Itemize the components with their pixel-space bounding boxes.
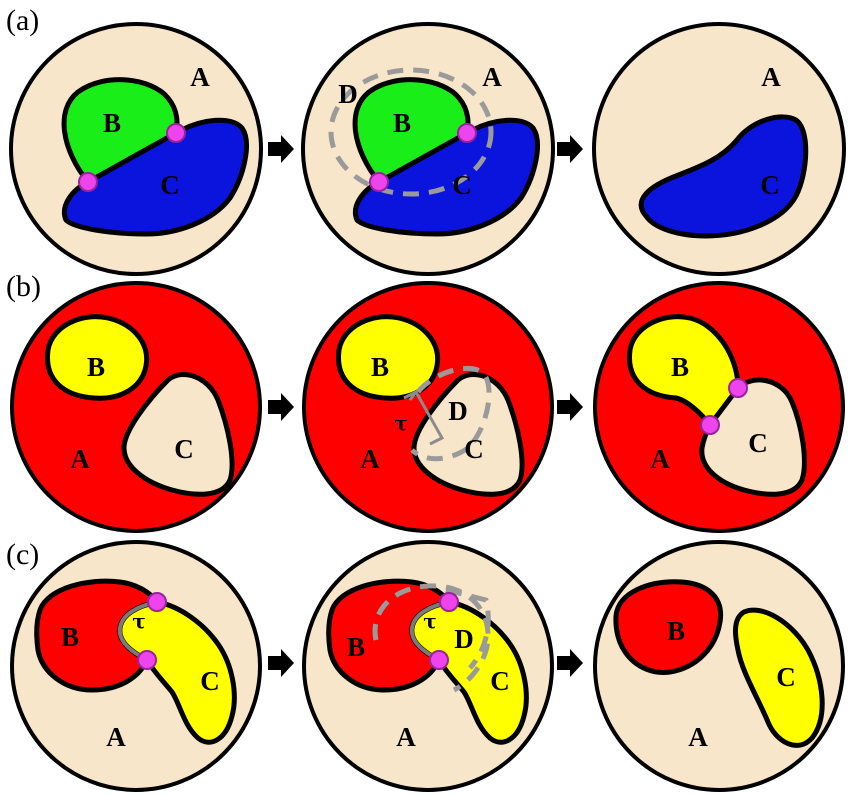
region-d-dashed-outline	[328, 67, 494, 197]
region-c-shape	[699, 377, 807, 497]
region-a-label: A	[688, 722, 708, 752]
arrow-right-icon	[557, 135, 583, 163]
region-b-label: B	[667, 616, 685, 646]
region-b-shape	[613, 579, 724, 675]
region-c-shape	[353, 117, 540, 237]
panel-a1: A B C	[9, 22, 263, 276]
region-a-label: A	[190, 62, 210, 92]
row-a-label: (a)	[6, 4, 39, 37]
region-c-label: C	[490, 666, 510, 696]
arrow-right-icon	[268, 393, 294, 421]
arrow-right-icon	[557, 649, 583, 677]
vertex-point	[457, 123, 477, 143]
panel-a2: A B C D	[301, 22, 555, 276]
vertex-point	[369, 172, 389, 192]
region-b-label: B	[371, 352, 389, 382]
region-a-label: A	[360, 444, 380, 474]
row-c-label: (c)	[6, 538, 39, 571]
vertex-point	[137, 650, 157, 670]
region-b-label: B	[103, 108, 121, 138]
region-d-dashed-outline	[410, 365, 492, 462]
region-b-label: B	[671, 352, 689, 382]
region-a-label: A	[650, 444, 670, 474]
region-c-shape	[411, 372, 525, 497]
region-c-label: C	[200, 666, 220, 696]
vertex-point	[700, 415, 720, 435]
region-c-label: C	[160, 170, 180, 200]
region-a-label: A	[482, 62, 502, 92]
panel-c1: B τ C A	[10, 540, 262, 792]
region-c-label: C	[174, 434, 194, 464]
region-a-label: A	[70, 444, 90, 474]
arrow-right-icon	[557, 393, 583, 421]
tau-label: τ	[394, 411, 407, 435]
region-d-label: D	[454, 624, 474, 654]
region-a-label: A	[761, 62, 781, 92]
region-c-label: C	[452, 170, 472, 200]
region-c-label: C	[464, 434, 484, 464]
region-c-label: C	[760, 170, 780, 200]
region-b-label: B	[347, 632, 365, 662]
region-c-label: C	[776, 662, 796, 692]
vertex-point	[728, 378, 748, 398]
tau-label: τ	[423, 609, 436, 633]
panel-a3: A C	[592, 22, 846, 276]
region-b-shape	[336, 314, 441, 401]
region-d-dashed-outline	[445, 587, 491, 670]
vertex-point	[147, 592, 167, 612]
region-b-shape	[45, 314, 150, 401]
arrow-right-icon	[268, 649, 294, 677]
vertex-point	[166, 123, 186, 143]
region-a-label: A	[106, 722, 126, 752]
region-b-shape	[352, 77, 471, 185]
panel-b3: B C A	[593, 281, 845, 533]
region-d-label: D	[338, 79, 358, 109]
region-c-shape	[638, 114, 809, 239]
region-d-dashed-outline	[372, 583, 491, 693]
region-b-label: B	[87, 352, 105, 382]
panel-c2: B τ D C A	[302, 540, 554, 792]
region-a-disk	[302, 281, 554, 533]
tau-seam	[117, 600, 158, 662]
region-c-shape	[62, 117, 249, 237]
tau-seam	[409, 600, 450, 662]
arrow-right-icon	[268, 135, 294, 163]
region-c-label: C	[748, 428, 768, 458]
vertex-point	[429, 650, 449, 670]
region-c-shape	[733, 607, 825, 748]
vertex-point	[439, 592, 459, 612]
region-b-label: B	[393, 108, 411, 138]
tau-label: τ	[132, 609, 145, 633]
region-b-label: B	[61, 622, 79, 652]
region-c-shape	[121, 372, 235, 497]
region-d-label: D	[448, 396, 468, 426]
vertex-point	[78, 172, 98, 192]
region-a-label: A	[396, 722, 416, 752]
row-b-label: (b)	[6, 270, 41, 303]
panel-c3: B C A	[593, 540, 845, 792]
region-b-shape	[61, 77, 180, 185]
panel-b2: B C A D τ	[302, 281, 554, 533]
tau-handle	[403, 390, 445, 446]
panel-b1: B C A	[10, 281, 262, 533]
